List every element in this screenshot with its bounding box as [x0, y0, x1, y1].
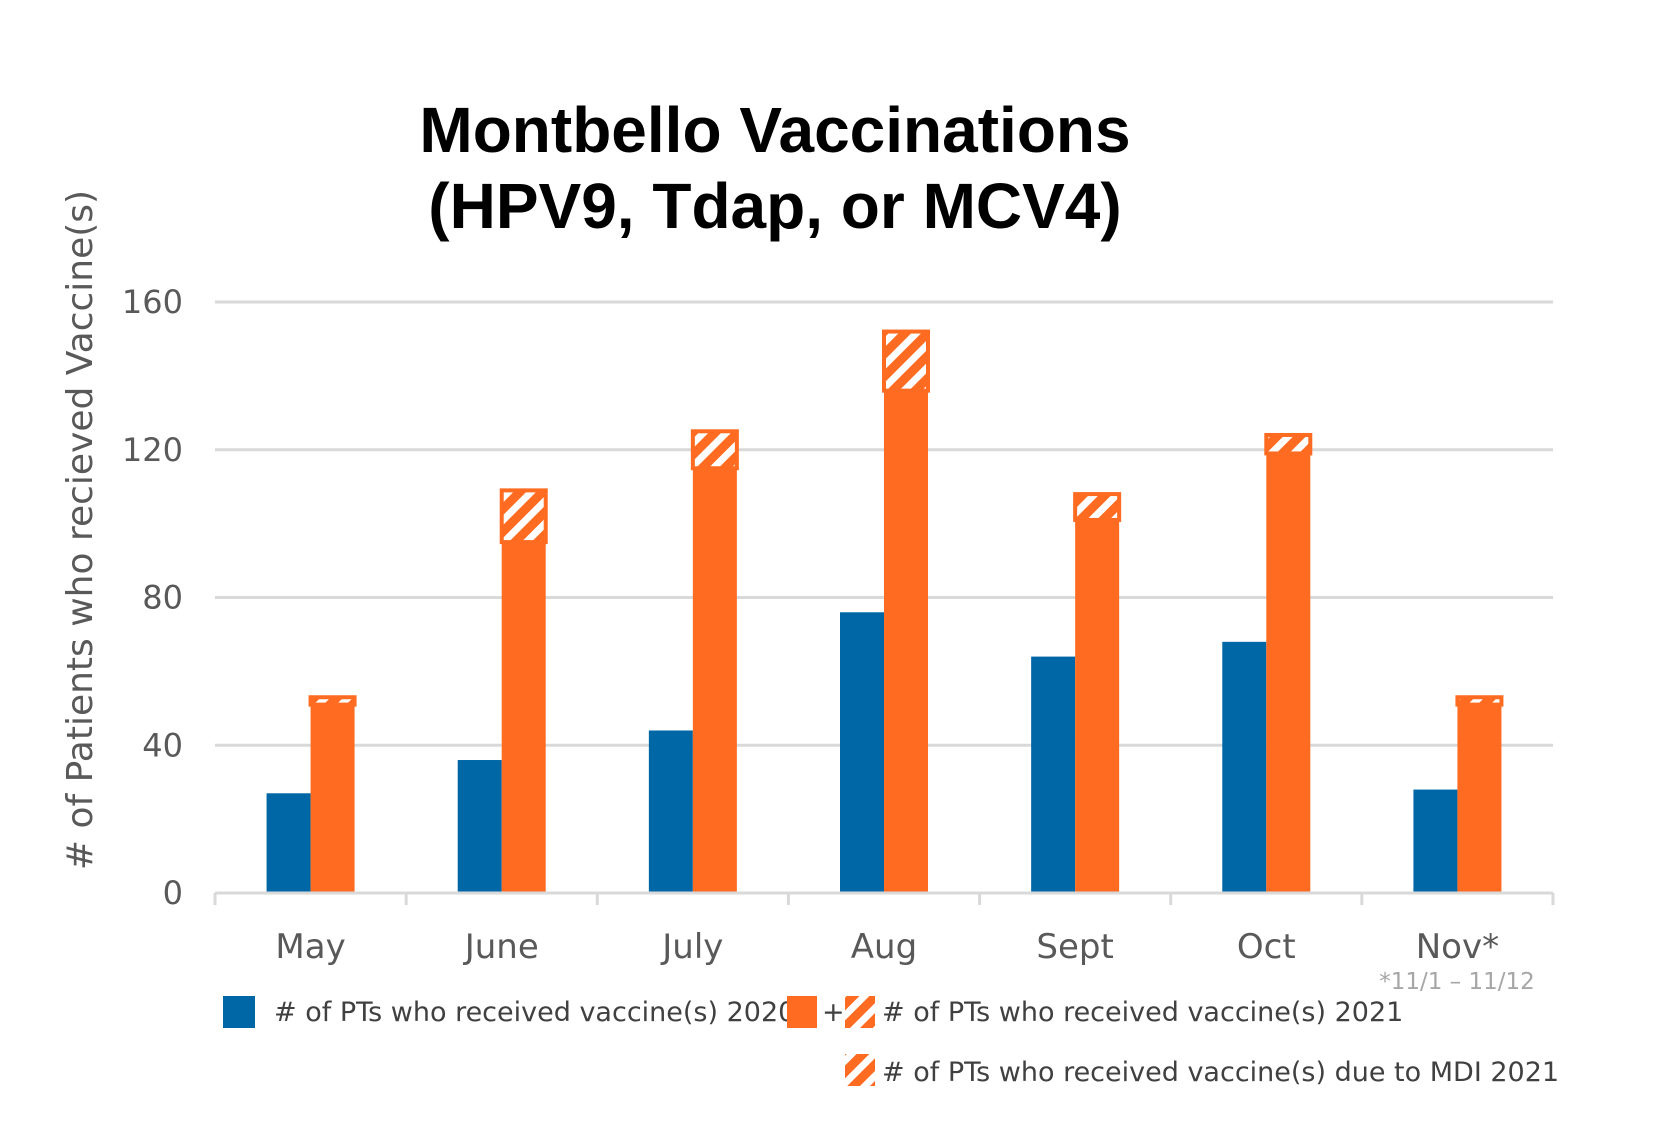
bar-2021	[1266, 453, 1311, 893]
bar-2020	[457, 760, 502, 893]
legend-swatch-2020	[223, 996, 255, 1028]
bar-2021-mdi-segment	[499, 488, 548, 545]
bar-2021-mdi-segment	[1455, 695, 1504, 707]
y-axis-ticks: 0 40 80 120 160	[122, 283, 183, 912]
bar-2021	[884, 390, 928, 893]
bar-2021	[1075, 519, 1120, 893]
bar-2021	[1457, 704, 1502, 893]
legend: # of PTs who received vaccine(s) 2020 + …	[223, 996, 1559, 1088]
bar-2021	[501, 542, 546, 893]
bar-2020	[1413, 789, 1458, 893]
legend-swatch-2021-solid	[787, 996, 817, 1028]
bar-2021-mdi-segment	[690, 429, 739, 471]
x-category-label: Aug	[851, 927, 917, 967]
bar-2021	[310, 704, 355, 893]
x-axis: May June July Aug Sept Oct Nov*	[213, 891, 1555, 967]
legend-swatch-2021-hatched	[845, 996, 875, 1028]
bars	[266, 329, 1504, 893]
legend-label-mdi: # of PTs who received vaccine(s) due to …	[882, 1057, 1559, 1088]
y-tick-label: 40	[142, 726, 183, 764]
nov-footnote: *11/1 – 11/12	[1379, 969, 1535, 995]
y-tick-label: 160	[122, 283, 183, 321]
x-category-label: May	[275, 927, 345, 967]
y-tick-label: 80	[142, 579, 183, 617]
x-category-label: Sept	[1036, 927, 1113, 967]
legend-label-2021: # of PTs who received vaccine(s) 2021	[882, 997, 1403, 1028]
bar-2020	[1031, 656, 1076, 893]
y-tick-label: 120	[122, 431, 183, 469]
bar-2021-mdi-segment	[1264, 432, 1313, 456]
x-category-label: Nov*	[1416, 927, 1499, 967]
bar-2020	[648, 730, 693, 893]
chart-title-line-1: Montbello Vaccinations	[419, 94, 1130, 166]
x-category-label: July	[660, 927, 723, 967]
bar-2020	[1222, 641, 1267, 893]
bar-2021	[692, 468, 737, 893]
bar-2021-mdi-segment	[882, 329, 930, 393]
legend-swatch-mdi	[845, 1054, 875, 1086]
legend-plus-sign: +	[822, 997, 845, 1028]
bar-2021-mdi-segment	[308, 695, 357, 707]
x-category-label: Oct	[1237, 927, 1296, 967]
y-axis-label: # of Patients who recieved Vaccine(s)	[60, 190, 101, 870]
bar-2021-mdi-segment	[1073, 492, 1122, 522]
y-tick-label: 0	[163, 874, 183, 912]
chart-title-line-2: (HPV9, Tdap, or MCV4)	[428, 170, 1121, 242]
bar-2020	[266, 793, 311, 893]
x-category-label: June	[463, 927, 539, 967]
legend-label-2020: # of PTs who received vaccine(s) 2020	[274, 997, 795, 1028]
bar-2020	[840, 612, 884, 893]
